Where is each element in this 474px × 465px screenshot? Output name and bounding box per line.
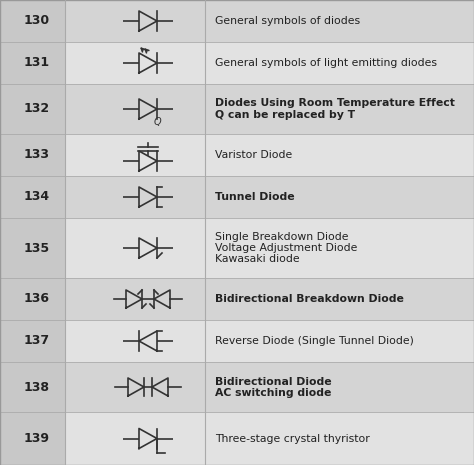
- Text: Varistor Diode: Varistor Diode: [215, 150, 292, 160]
- Bar: [0, 218, 474, 278]
- Text: 130: 130: [24, 14, 50, 27]
- Bar: [0, 42, 65, 84]
- Text: Voltage Adjustment Diode: Voltage Adjustment Diode: [215, 243, 357, 253]
- Bar: [0, 134, 65, 176]
- Text: Kawasaki diode: Kawasaki diode: [215, 254, 300, 264]
- Text: 131: 131: [24, 57, 50, 69]
- Bar: [0, 218, 65, 278]
- Text: Single Breakdown Diode: Single Breakdown Diode: [215, 232, 348, 242]
- Bar: [0, 84, 474, 134]
- Text: Three-stage crystal thyristor: Three-stage crystal thyristor: [215, 433, 370, 444]
- Text: General symbols of light emitting diodes: General symbols of light emitting diodes: [215, 58, 437, 68]
- Bar: [0, 84, 65, 134]
- Bar: [0, 362, 474, 412]
- Text: 135: 135: [24, 241, 50, 254]
- Bar: [0, 0, 474, 42]
- Bar: [0, 42, 474, 84]
- Bar: [0, 134, 474, 176]
- Bar: [0, 278, 65, 320]
- Bar: [0, 0, 65, 42]
- Text: 138: 138: [24, 380, 50, 393]
- Text: 134: 134: [24, 191, 50, 204]
- Bar: [0, 278, 474, 320]
- Bar: [0, 320, 474, 362]
- Text: Bidirectional Diode: Bidirectional Diode: [215, 377, 332, 386]
- Text: 132: 132: [24, 102, 50, 115]
- Bar: [0, 362, 65, 412]
- Bar: [0, 320, 65, 362]
- Text: Q can be replaced by T: Q can be replaced by T: [215, 109, 355, 120]
- Text: General symbols of diodes: General symbols of diodes: [215, 16, 360, 26]
- Text: AC switching diode: AC switching diode: [215, 387, 331, 398]
- Text: 133: 133: [24, 148, 50, 161]
- Bar: [0, 176, 65, 218]
- Text: 136: 136: [24, 292, 50, 306]
- Bar: [0, 412, 65, 465]
- Text: 137: 137: [24, 334, 50, 347]
- Text: Q: Q: [153, 117, 161, 127]
- Text: 139: 139: [24, 432, 50, 445]
- Text: Tunnel Diode: Tunnel Diode: [215, 192, 295, 202]
- Bar: [0, 412, 474, 465]
- Bar: [0, 176, 474, 218]
- Text: Reverse Diode (Single Tunnel Diode): Reverse Diode (Single Tunnel Diode): [215, 336, 414, 346]
- Text: Bidirectional Breakdown Diode: Bidirectional Breakdown Diode: [215, 294, 404, 304]
- Text: Diodes Using Room Temperature Effect: Diodes Using Room Temperature Effect: [215, 99, 455, 108]
